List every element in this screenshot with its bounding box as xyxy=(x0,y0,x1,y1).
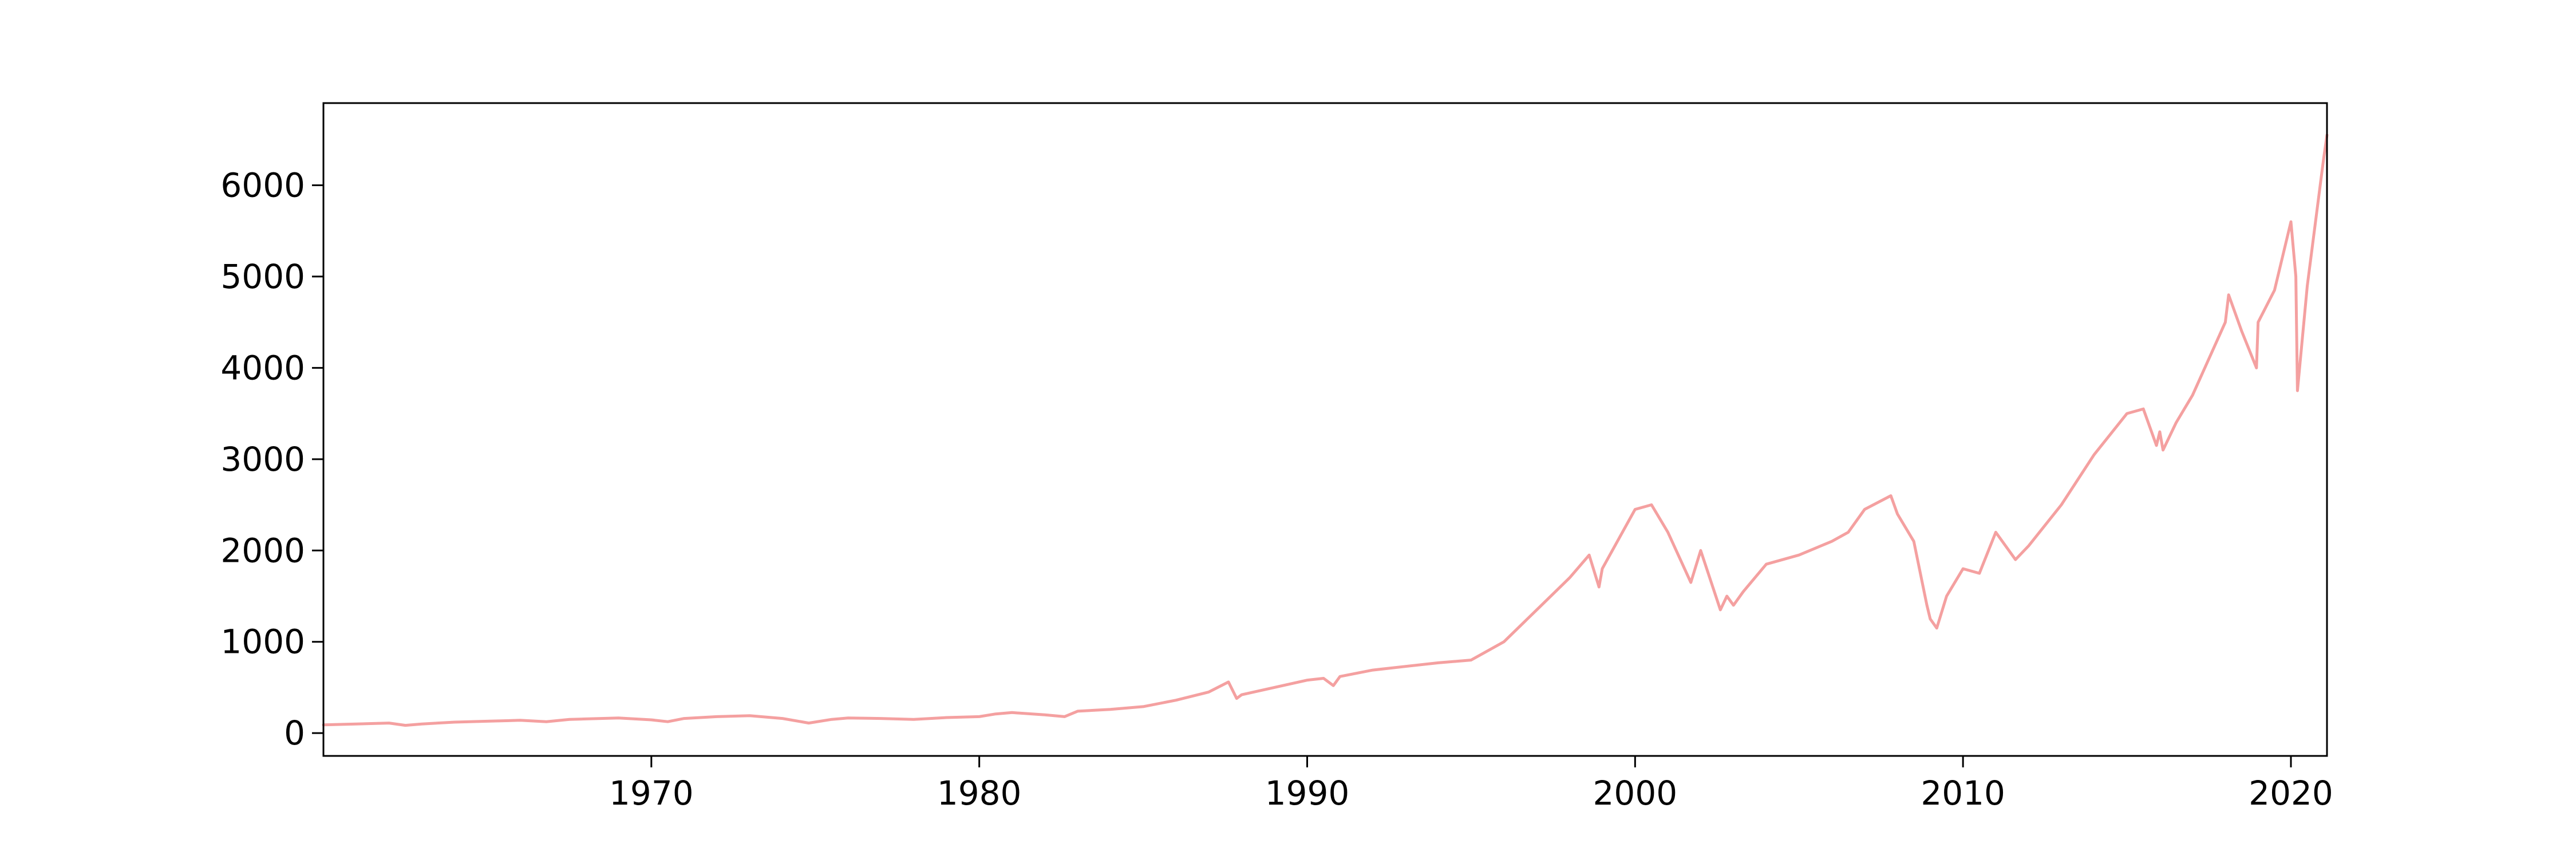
y-axis: 0 1000 2000 3000 4000 5000 6000 xyxy=(220,166,323,752)
y-tick-label: 3000 xyxy=(220,440,305,479)
y-tick-label: 5000 xyxy=(220,257,305,296)
x-tick-label: 1990 xyxy=(1265,774,1350,813)
x-tick-label: 2020 xyxy=(2249,774,2333,813)
y-tick-label: 4000 xyxy=(220,348,305,387)
x-tick-label: 1980 xyxy=(937,774,1022,813)
x-axis: 1970 1980 1990 2000 2010 2020 xyxy=(609,756,2333,813)
plot-frame xyxy=(322,102,2328,757)
y-tick-label: 2000 xyxy=(220,531,305,570)
y-tick-label: 1000 xyxy=(220,622,305,661)
y-tick-label: 0 xyxy=(284,714,305,752)
y-tick-label: 6000 xyxy=(220,166,305,204)
x-tick-label: 1970 xyxy=(609,774,694,813)
plot-area xyxy=(322,102,2329,757)
series-line-0 xyxy=(322,133,2329,727)
x-tick-label: 2010 xyxy=(1921,774,2005,813)
x-tick-label: 2000 xyxy=(1593,774,1678,813)
